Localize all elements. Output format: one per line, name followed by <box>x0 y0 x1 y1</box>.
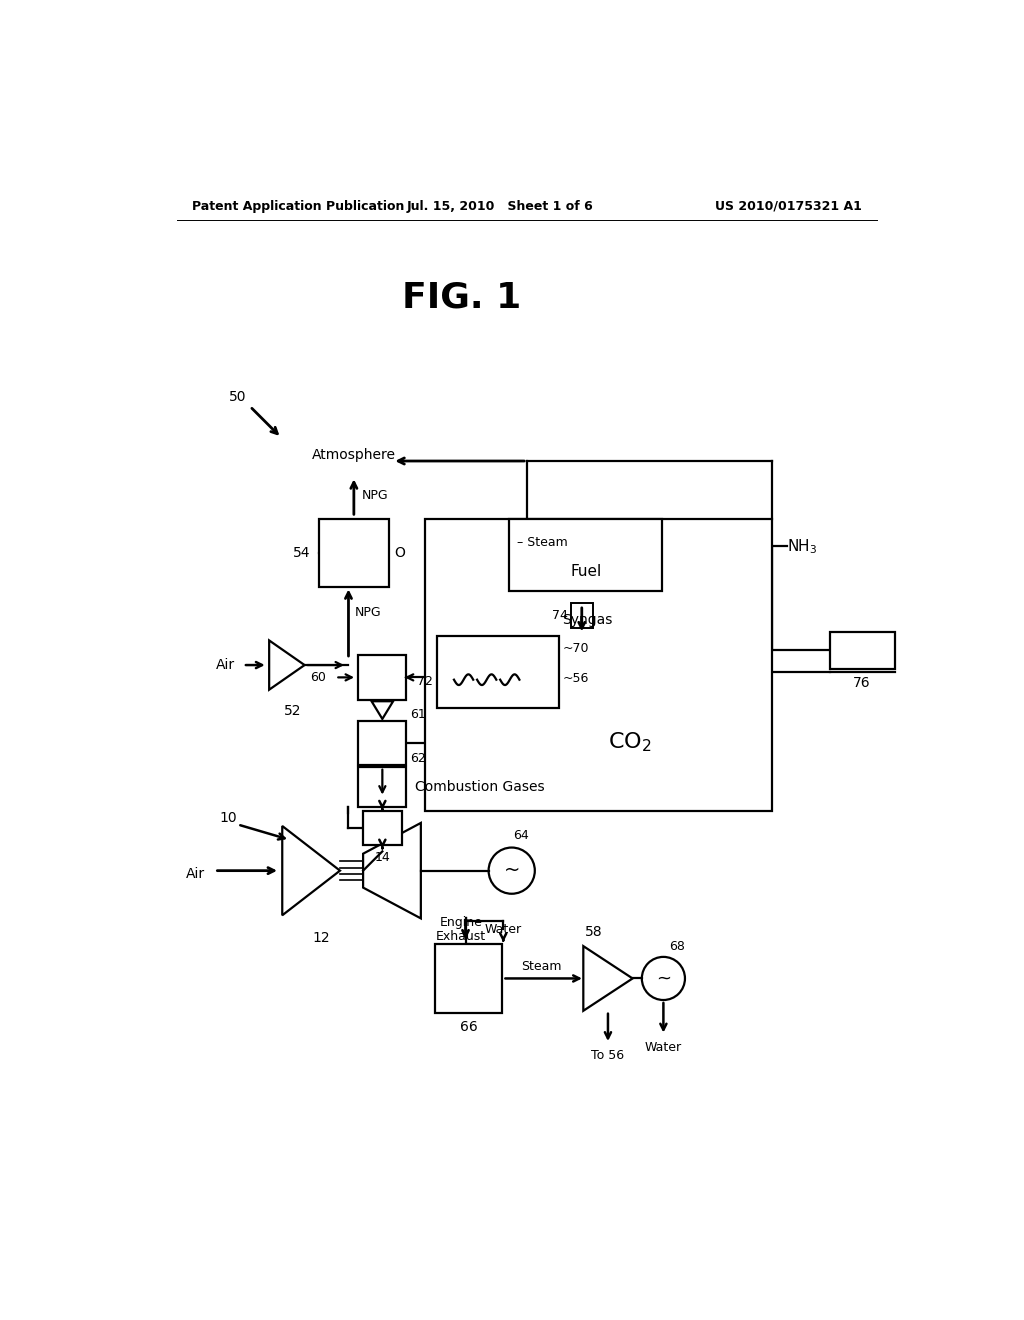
Text: Air: Air <box>186 867 205 880</box>
Text: Fuel: Fuel <box>570 564 601 578</box>
Text: NPG: NPG <box>361 490 388 502</box>
Text: 10: 10 <box>219 812 238 825</box>
Text: 66: 66 <box>460 1020 477 1034</box>
Text: 52: 52 <box>284 705 301 718</box>
Text: To 56: To 56 <box>592 1049 625 1063</box>
Text: Water: Water <box>645 1041 682 1055</box>
Text: ~56: ~56 <box>562 672 589 685</box>
Text: Steam: Steam <box>521 960 561 973</box>
Bar <box>829 632 895 669</box>
Text: FIG. 1: FIG. 1 <box>402 280 521 314</box>
Text: Engine: Engine <box>439 916 482 929</box>
Bar <box>364 812 401 845</box>
Text: 58: 58 <box>585 925 602 940</box>
Text: Patent Application Publication: Patent Application Publication <box>193 199 404 213</box>
Text: Atmosphere: Atmosphere <box>312 447 396 462</box>
Bar <box>358 721 407 766</box>
Text: 64: 64 <box>513 829 528 842</box>
Bar <box>509 519 662 591</box>
Text: NPG: NPG <box>354 606 381 619</box>
Text: 74: 74 <box>552 610 568 622</box>
Text: ~: ~ <box>656 969 671 987</box>
Text: Exhaust: Exhaust <box>436 929 486 942</box>
Text: 68: 68 <box>670 940 685 953</box>
Bar <box>358 767 407 807</box>
Text: 12: 12 <box>312 932 330 945</box>
Bar <box>435 944 503 1014</box>
Text: 72: 72 <box>418 675 433 688</box>
Text: 60: 60 <box>310 671 326 684</box>
Text: 50: 50 <box>229 391 247 404</box>
Text: 76: 76 <box>853 676 870 690</box>
Bar <box>319 519 388 586</box>
Text: NH$_3$: NH$_3$ <box>787 537 818 556</box>
Bar <box>437 636 559 708</box>
Bar <box>358 655 407 700</box>
Text: 54: 54 <box>293 545 310 560</box>
Text: Water: Water <box>484 923 522 936</box>
Text: 14: 14 <box>375 851 390 865</box>
Text: US 2010/0175321 A1: US 2010/0175321 A1 <box>715 199 862 213</box>
Text: 62: 62 <box>410 752 426 766</box>
Text: O: O <box>394 545 406 560</box>
Bar <box>425 519 772 812</box>
Text: 61: 61 <box>410 708 426 721</box>
Text: Syngas: Syngas <box>562 614 613 627</box>
Text: ~70: ~70 <box>562 642 589 655</box>
Text: ~: ~ <box>504 861 520 880</box>
Text: Air: Air <box>216 659 236 672</box>
Text: – Steam: – Steam <box>517 536 568 549</box>
Text: CO$_2$: CO$_2$ <box>608 730 651 754</box>
Text: Jul. 15, 2010   Sheet 1 of 6: Jul. 15, 2010 Sheet 1 of 6 <box>407 199 594 213</box>
Bar <box>571 603 593 628</box>
Text: Combustion Gases: Combustion Gases <box>416 780 545 793</box>
